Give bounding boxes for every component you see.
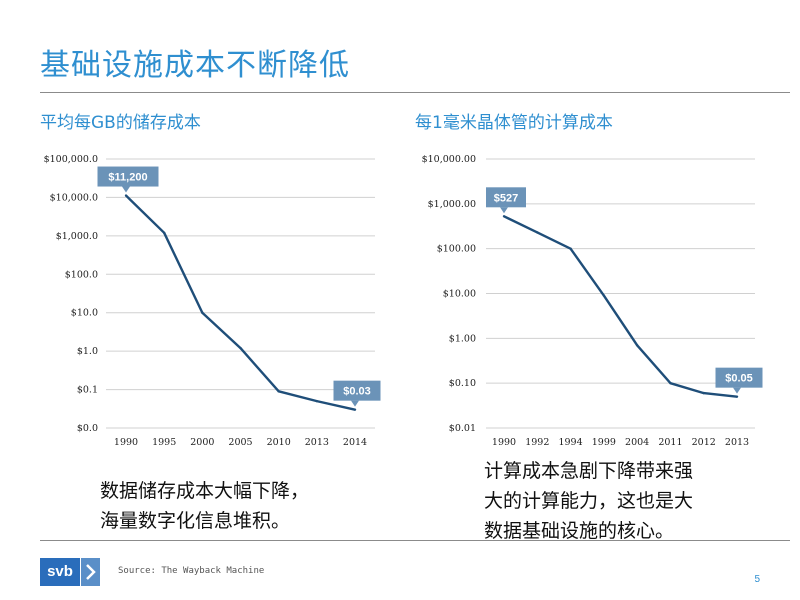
- data-point: [124, 194, 128, 197]
- svb-logo: svb: [40, 558, 100, 586]
- callout-box: [97, 166, 159, 187]
- right-caption-line: 计算成本急剧下降带来强: [484, 460, 694, 482]
- x-tick-label: 2011: [658, 437, 682, 448]
- callout-box: [715, 367, 763, 388]
- data-point: [569, 247, 572, 250]
- footer-divider: [40, 540, 790, 541]
- callout-pointer: [122, 186, 130, 193]
- data-point: [201, 311, 204, 314]
- x-tick-label: 1995: [152, 437, 176, 448]
- chevron-right-icon: [81, 558, 100, 586]
- callout-box: [486, 187, 526, 208]
- x-tick-label: 1992: [525, 437, 549, 448]
- y-tick-label: $100,000.0: [44, 154, 98, 165]
- data-point: [536, 231, 539, 234]
- x-tick-label: 1990: [114, 437, 138, 448]
- data-point: [602, 294, 606, 297]
- right-caption-line: 数据基础设施的核心。: [484, 520, 675, 542]
- left-caption: 数据储存成本大幅下降， 海量数字化信息堆积。: [100, 476, 309, 536]
- y-tick-label: $10,000.0: [50, 192, 98, 203]
- callout-label: $0.03: [343, 386, 371, 398]
- source-note: Source: The Wayback Machine: [118, 566, 265, 576]
- data-point: [669, 381, 672, 385]
- title-divider: [40, 92, 790, 93]
- callout-label: $0.05: [725, 373, 753, 385]
- data-point: [277, 390, 280, 393]
- data-point: [162, 231, 166, 235]
- x-tick-label: 2010: [267, 437, 291, 448]
- callout-box: [333, 380, 381, 401]
- left-chart-title: 平均每GB的储存成本: [40, 113, 201, 133]
- y-tick-label: $100.00: [437, 244, 476, 255]
- y-tick-label: $10.00: [443, 289, 476, 300]
- left-caption-line: 数据储存成本大幅下降，: [100, 480, 310, 502]
- y-tick-label: $0.10: [449, 378, 476, 389]
- y-tick-label: $10.0: [71, 308, 98, 319]
- x-tick-label: 2000: [190, 437, 214, 448]
- x-tick-label: 2004: [625, 437, 649, 448]
- series-line: [503, 215, 738, 398]
- y-tick-label: $1,000.00: [428, 199, 476, 210]
- callout-pointer: [500, 207, 508, 214]
- y-tick-label: $1.0: [77, 346, 98, 357]
- callout-pointer: [733, 387, 741, 394]
- right-caption: 计算成本急剧下降带来强 大的计算能力，这也是大 数据基础设施的核心。: [484, 456, 693, 546]
- data-point: [239, 346, 242, 350]
- data-point: [635, 344, 639, 347]
- page-number: 5: [754, 574, 760, 585]
- y-tick-label: $0.1: [77, 385, 98, 396]
- compute-cost-chart: $0.01 $0.10 $1.00 $10.00 $100.00 $1,000.00 $10…: [422, 154, 763, 448]
- data-point: [315, 399, 319, 403]
- storage-cost-chart: $0.0 $0.1 $1.0 $10.0 $100.0 $1,000.0 $10,000.0…: [44, 154, 381, 448]
- data-point: [502, 215, 506, 218]
- y-tick-label: $10,000.00: [422, 154, 476, 165]
- left-caption-line: 海量数字化信息堆积。: [100, 510, 291, 532]
- page-title: 基础设施成本不断降低: [40, 48, 350, 83]
- right-caption-line: 大的计算能力，这也是大: [484, 490, 694, 512]
- x-tick-label: 1994: [558, 437, 582, 448]
- y-tick-label: $0.0: [77, 423, 98, 434]
- x-tick-label: 1999: [592, 437, 616, 448]
- y-tick-label: $0.01: [449, 423, 476, 434]
- y-tick-label: $1,000.0: [56, 231, 98, 242]
- y-tick-label: $100.0: [65, 269, 98, 280]
- x-tick-label: 2012: [692, 437, 716, 448]
- y-tick-label: $1.00: [449, 333, 476, 344]
- x-tick-label: 2013: [725, 437, 749, 448]
- data-point: [353, 408, 357, 411]
- logo-wordmark: svb: [40, 558, 80, 586]
- data-point: [702, 391, 705, 395]
- x-tick-label: 2013: [305, 437, 329, 448]
- callout-label: $527: [494, 192, 518, 204]
- right-chart-title: 每1毫米晶体管的计算成本: [415, 113, 613, 133]
- callout-label: $11,200: [108, 172, 147, 184]
- x-tick-label: 1990: [492, 437, 516, 448]
- x-tick-label: 2014: [343, 437, 367, 448]
- x-tick-label: 2005: [228, 437, 252, 448]
- data-point: [735, 395, 739, 398]
- callout-pointer: [351, 400, 359, 407]
